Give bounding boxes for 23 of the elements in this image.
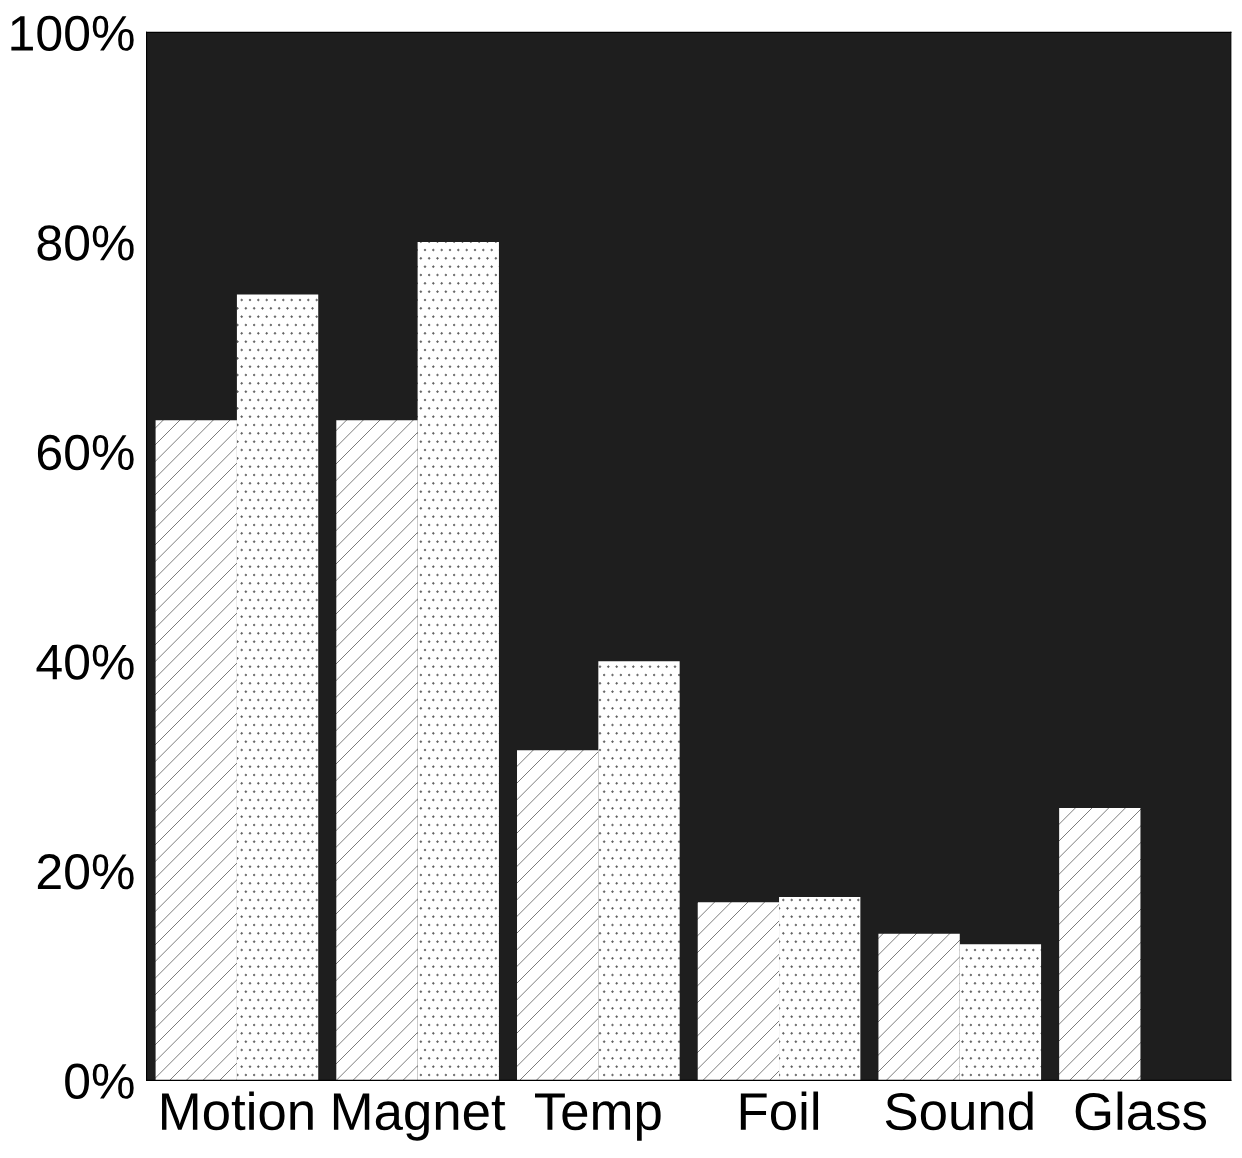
bar <box>236 294 319 1081</box>
bar <box>336 420 418 1081</box>
y-tick-label: 0% <box>65 1063 134 1100</box>
y-tick-label: 100% <box>11 15 134 52</box>
bar <box>517 750 599 1081</box>
x-tick-label: Glass <box>1075 1091 1207 1131</box>
bar <box>598 661 680 1081</box>
y-tick-label: 80% <box>37 225 134 261</box>
x-tick-label: Sound <box>885 1091 1033 1131</box>
bar <box>959 944 1042 1081</box>
bar <box>1059 807 1141 1081</box>
y-tick-label: 60% <box>37 434 134 471</box>
x-tick-label: Foil <box>740 1091 819 1131</box>
y-tick-label: 20% <box>37 854 134 890</box>
bar <box>155 420 237 1081</box>
bar <box>779 897 861 1081</box>
x-tick-label: Magnet <box>333 1093 506 1141</box>
bar <box>697 902 780 1081</box>
y-tick-label: 40% <box>36 644 134 680</box>
x-tick-label: Temp <box>535 1093 661 1141</box>
bar <box>878 933 960 1081</box>
x-tick-label: Motion <box>162 1091 313 1131</box>
bar <box>417 242 499 1081</box>
